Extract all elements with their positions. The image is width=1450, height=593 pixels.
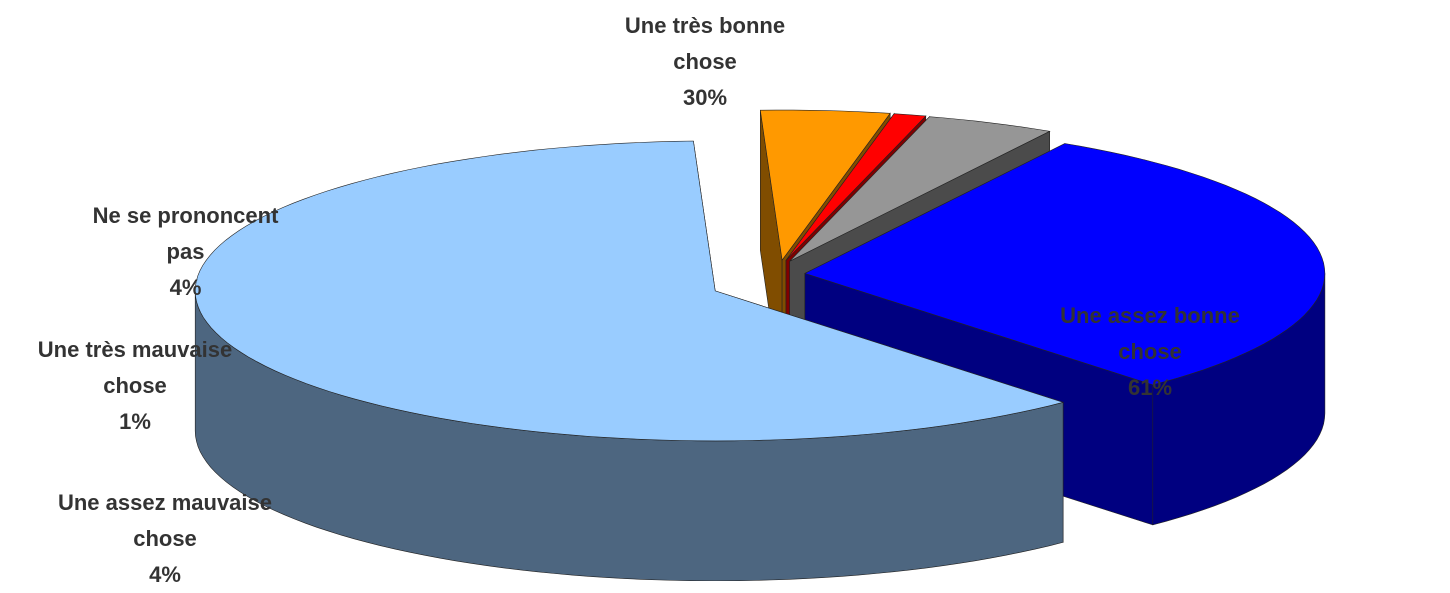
slice-label: Une très mauvaise chose 1% xyxy=(20,332,250,440)
slice-top xyxy=(804,143,1326,386)
slice-label: Une assez bonne chose 61% xyxy=(1045,298,1255,406)
value-label: 61% xyxy=(1127,375,1173,400)
value-label: 30% xyxy=(682,85,728,110)
page: {"chart_data": {"type": "pie", "categori… xyxy=(20,8,1326,587)
slice-label: Une très bonne chose 30% xyxy=(605,8,805,116)
slice-top xyxy=(789,116,1051,262)
category-label: Une très bonne chose xyxy=(624,13,786,74)
slice xyxy=(194,140,1065,581)
slice-top xyxy=(785,113,927,261)
category-label: Une assez bonne chose xyxy=(1060,303,1240,364)
chart xyxy=(194,109,1326,581)
value-label: 4% xyxy=(149,562,181,587)
slice-top xyxy=(194,140,1065,442)
value-label: 4% xyxy=(169,275,202,300)
category-label: Une très mauvaise chose xyxy=(37,337,233,398)
slice-top xyxy=(759,109,891,261)
value-label: 1% xyxy=(119,409,151,434)
category-label: Ne se prononcent pas xyxy=(92,203,279,264)
slice-label: Une assez mauvaise chose 4% xyxy=(40,485,290,593)
slice-label: Ne se prononcent pas 4% xyxy=(78,198,293,306)
category-label: Une assez mauvaise chose xyxy=(57,490,273,551)
